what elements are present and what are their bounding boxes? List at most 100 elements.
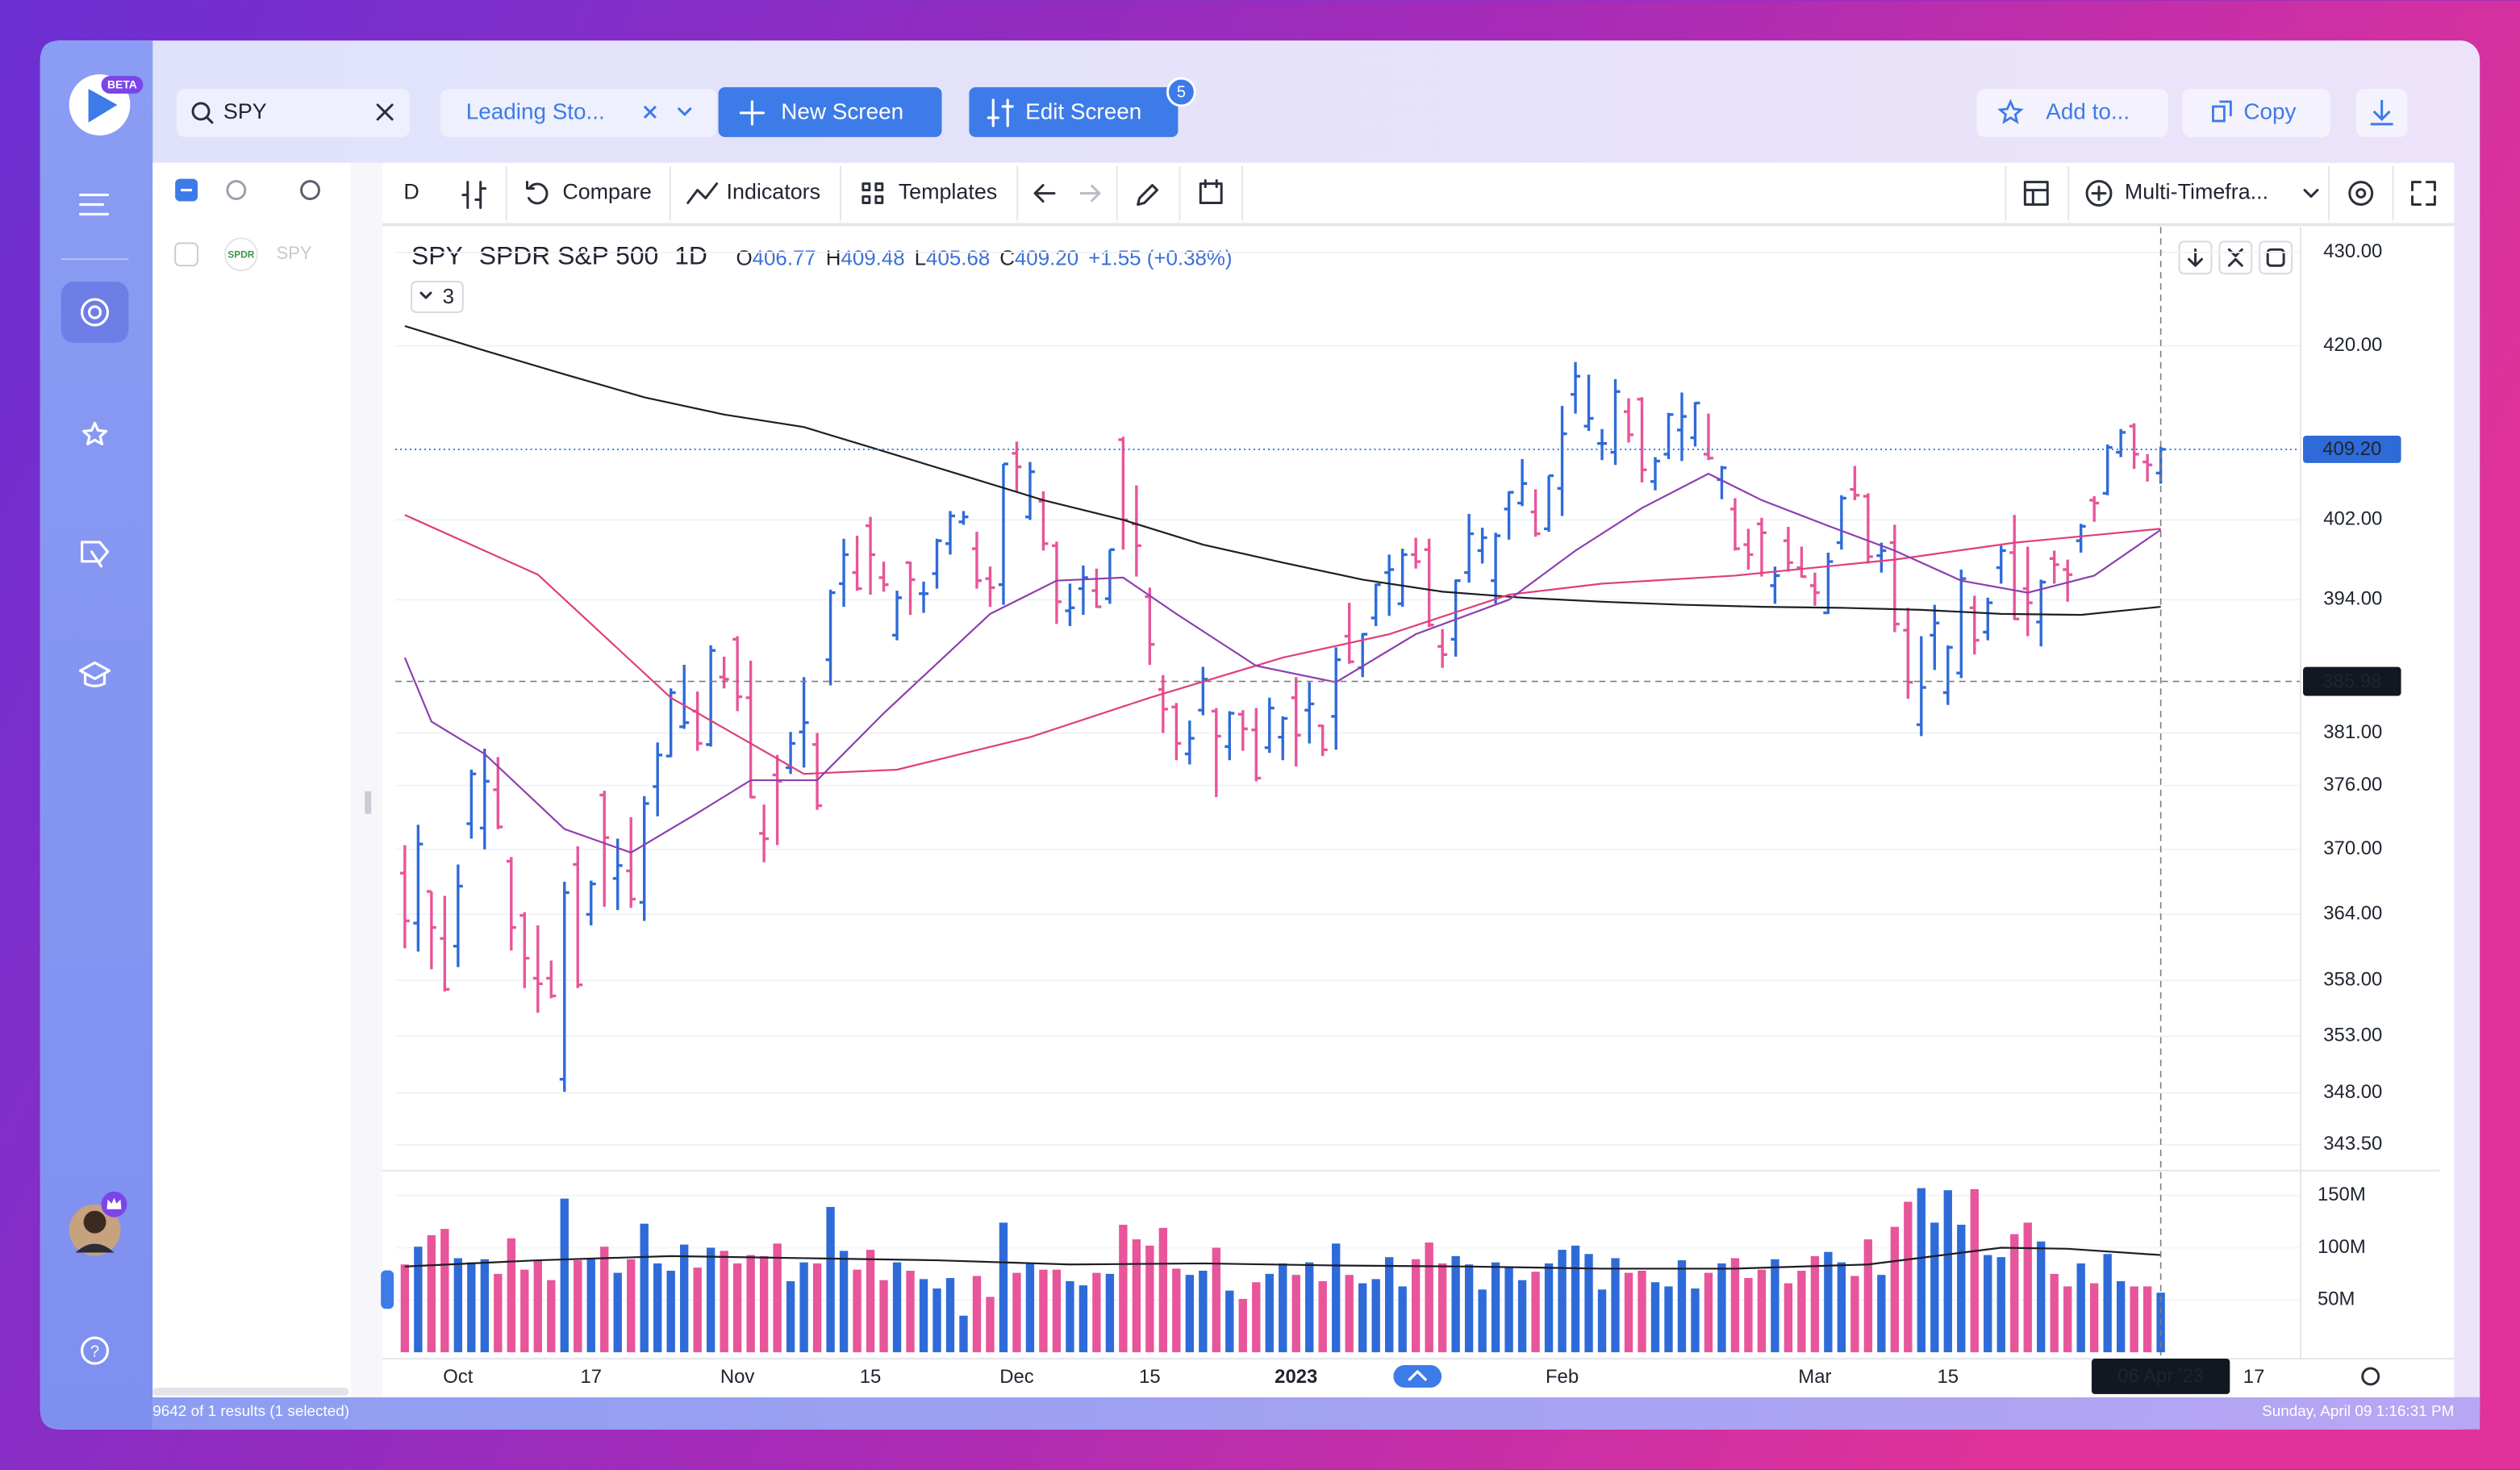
ohlc-bar	[1597, 428, 1608, 461]
indicator-toggle[interactable]	[411, 281, 464, 314]
volume-bar	[427, 1234, 436, 1353]
compare-button[interactable]: Compare	[562, 180, 652, 204]
draw-button[interactable]	[1137, 184, 1158, 207]
help-icon[interactable]	[81, 1336, 110, 1365]
legend-value: 409.20	[1015, 247, 1079, 269]
volume-bar	[1638, 1271, 1646, 1353]
new-screen-button[interactable]	[718, 87, 942, 137]
alerts-icon[interactable]	[81, 541, 110, 568]
pane-handle[interactable]	[381, 1270, 394, 1309]
screen-selector[interactable]	[440, 89, 717, 137]
learn-icon[interactable]	[79, 661, 111, 687]
layout-dropdown[interactable]	[2303, 189, 2319, 198]
ohlc-bar	[1863, 493, 1873, 564]
volume-bar	[1797, 1271, 1806, 1353]
volume-bar	[1119, 1224, 1128, 1353]
volume-bar	[839, 1251, 849, 1353]
ohlc-bar	[1756, 517, 1767, 577]
ohlc-bar	[1676, 392, 1687, 461]
column-settings-icon[interactable]	[300, 180, 320, 201]
logo-mark	[88, 89, 118, 123]
volume-bar	[453, 1258, 463, 1353]
volume-bar	[999, 1222, 1008, 1353]
search-icon-handle	[206, 116, 214, 124]
ohlc-bar	[1876, 542, 1887, 573]
interval-button[interactable]: D	[403, 180, 419, 204]
volume-tick-label: 150M	[2318, 1184, 2366, 1205]
redo-button[interactable]	[1079, 184, 1101, 203]
ohlc-bar	[466, 769, 477, 839]
replay-button[interactable]	[1199, 179, 1223, 205]
y-tick-label: 343.50	[2323, 1133, 2382, 1155]
axis-settings[interactable]	[2361, 1367, 2380, 1386]
volume-bar	[853, 1269, 862, 1353]
ohlc-bar	[1424, 538, 1434, 628]
list-settings-icon[interactable]	[226, 180, 247, 201]
menu-icon[interactable]	[79, 193, 110, 216]
templates-button[interactable]: Templates	[899, 180, 997, 204]
volume-bar	[1291, 1275, 1300, 1353]
row-symbol[interactable]: SPY	[277, 243, 312, 263]
toolbar-separators	[505, 165, 2394, 221]
volume-bar	[906, 1271, 915, 1353]
volume-bar	[2116, 1280, 2126, 1353]
bar-style-icon[interactable]	[461, 181, 487, 210]
ohlc-bar	[1024, 461, 1035, 520]
volume-bar	[746, 1255, 755, 1353]
ohlc-bar	[626, 817, 636, 908]
volume-bar	[547, 1280, 556, 1353]
multi-timeframe-icon	[2085, 180, 2113, 207]
settings-button[interactable]	[2348, 181, 2374, 207]
beta-badge	[101, 76, 144, 94]
y-tick-label: 381.00	[2323, 721, 2382, 743]
search-clear[interactable]	[376, 103, 394, 121]
copy-icon	[2212, 100, 2232, 123]
layout-button[interactable]: Multi-Timefra...	[2125, 180, 2268, 204]
volume-bar	[1810, 1255, 1820, 1353]
ohlc-bar	[479, 748, 490, 850]
volume-bar	[1571, 1245, 1580, 1353]
collapse-button[interactable]	[2218, 240, 2253, 275]
add-to-button[interactable]	[1976, 89, 2168, 137]
volume-bar	[1717, 1263, 1726, 1353]
list-panel	[152, 162, 383, 1397]
panel-resizer[interactable]	[365, 791, 372, 814]
last-price-label: 409.20	[2322, 438, 2381, 460]
x-tick-label: 17	[2243, 1366, 2265, 1388]
legend-change: +1.55 (+0.38%)	[1088, 247, 1232, 269]
ohlc-bar	[905, 561, 916, 616]
selector-controls[interactable]	[643, 105, 692, 119]
volume-bar	[1877, 1275, 1886, 1353]
edit-screen-button[interactable]	[969, 87, 1179, 137]
list-scrollbar	[152, 1387, 349, 1396]
volume-bar	[1039, 1269, 1048, 1353]
nav-screener-active[interactable]	[60, 282, 129, 343]
volume-bar	[1478, 1289, 1487, 1353]
volume-bar	[2063, 1286, 2072, 1353]
avatar-hair	[83, 1210, 106, 1234]
download-icon	[2370, 100, 2393, 126]
indicators-button[interactable]: Indicators	[727, 180, 821, 204]
fullscreen-button[interactable]	[2411, 181, 2436, 207]
ohlc-bar	[1264, 697, 1275, 754]
layout-icon[interactable]	[2023, 181, 2049, 207]
ohlc-bar	[2036, 579, 2046, 647]
volume-bar	[1398, 1286, 1407, 1353]
row-checkbox[interactable]	[174, 242, 199, 267]
volume-bar	[1930, 1222, 1939, 1353]
time-axis-toggle[interactable]	[1393, 1365, 1442, 1388]
search-box[interactable]	[177, 89, 411, 137]
ohlc-bar	[1437, 629, 1448, 668]
volume-bar	[507, 1238, 515, 1353]
volume-bar	[786, 1280, 795, 1353]
volume-bar	[1771, 1259, 1779, 1353]
maximize-button[interactable]	[2259, 240, 2293, 275]
volume-bar	[1437, 1263, 1447, 1353]
ohlc-bar	[1145, 587, 1155, 665]
ohlc-bar	[612, 838, 623, 910]
volume-average	[404, 1247, 2161, 1270]
watchlist-icon[interactable]	[82, 421, 108, 445]
ohlc-bar	[2022, 546, 2033, 637]
undo-button[interactable]	[1033, 184, 1056, 203]
